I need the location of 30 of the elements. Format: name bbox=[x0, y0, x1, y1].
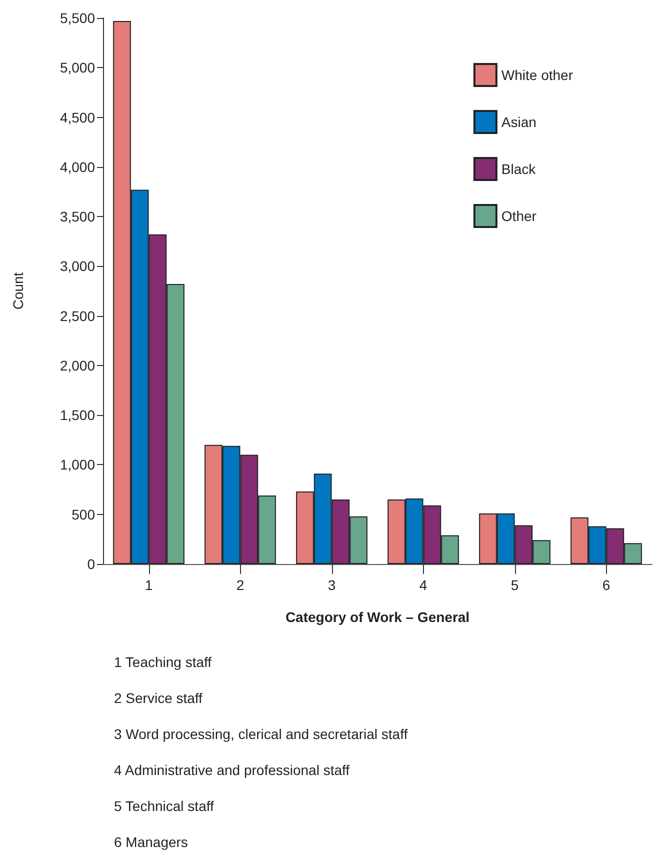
y-tick-label: 0 bbox=[87, 556, 96, 572]
text: 6 Managers bbox=[114, 834, 188, 850]
text: 3 Word processing, clerical and secretarial staff bbox=[114, 726, 408, 742]
x-tick-label: 1 bbox=[144, 577, 153, 593]
text: 2 Service staff bbox=[114, 690, 203, 706]
y-tick-label: 2,000 bbox=[60, 357, 96, 374]
x-tick-label: 2 bbox=[236, 577, 244, 593]
y-tick-label: 500 bbox=[72, 506, 96, 522]
y-tick-label: 2,500 bbox=[60, 308, 96, 324]
y-tick-label: 5,500 bbox=[60, 10, 96, 26]
y-tick-label: 1,000 bbox=[60, 456, 96, 473]
y-tick-label: 4,000 bbox=[60, 158, 96, 175]
text: 5 Technical staff bbox=[114, 798, 214, 814]
x-tick-label: 3 bbox=[328, 577, 336, 593]
y-tick-label: 3,000 bbox=[60, 258, 96, 274]
legend-label: Asian bbox=[501, 114, 536, 130]
legend-label: Black bbox=[501, 161, 537, 177]
legend-label: White other bbox=[501, 67, 574, 83]
y-axis-title: Count bbox=[10, 272, 26, 310]
y-tick-label: 3,500 bbox=[60, 208, 96, 225]
text: 1 Teaching staff bbox=[114, 654, 212, 670]
y-tick-label: 5,000 bbox=[60, 60, 96, 76]
legend-label: Other bbox=[501, 208, 537, 224]
x-axis-title: Category of Work – General bbox=[285, 609, 470, 625]
x-tick-label: 6 bbox=[602, 577, 610, 593]
x-tick-label: 5 bbox=[510, 577, 519, 593]
y-tick-label: 4,500 bbox=[60, 109, 96, 126]
text: 4 Administrative and professional staff bbox=[114, 762, 350, 778]
x-tick-label: 4 bbox=[419, 577, 428, 593]
y-tick-label: 1,500 bbox=[60, 407, 96, 424]
